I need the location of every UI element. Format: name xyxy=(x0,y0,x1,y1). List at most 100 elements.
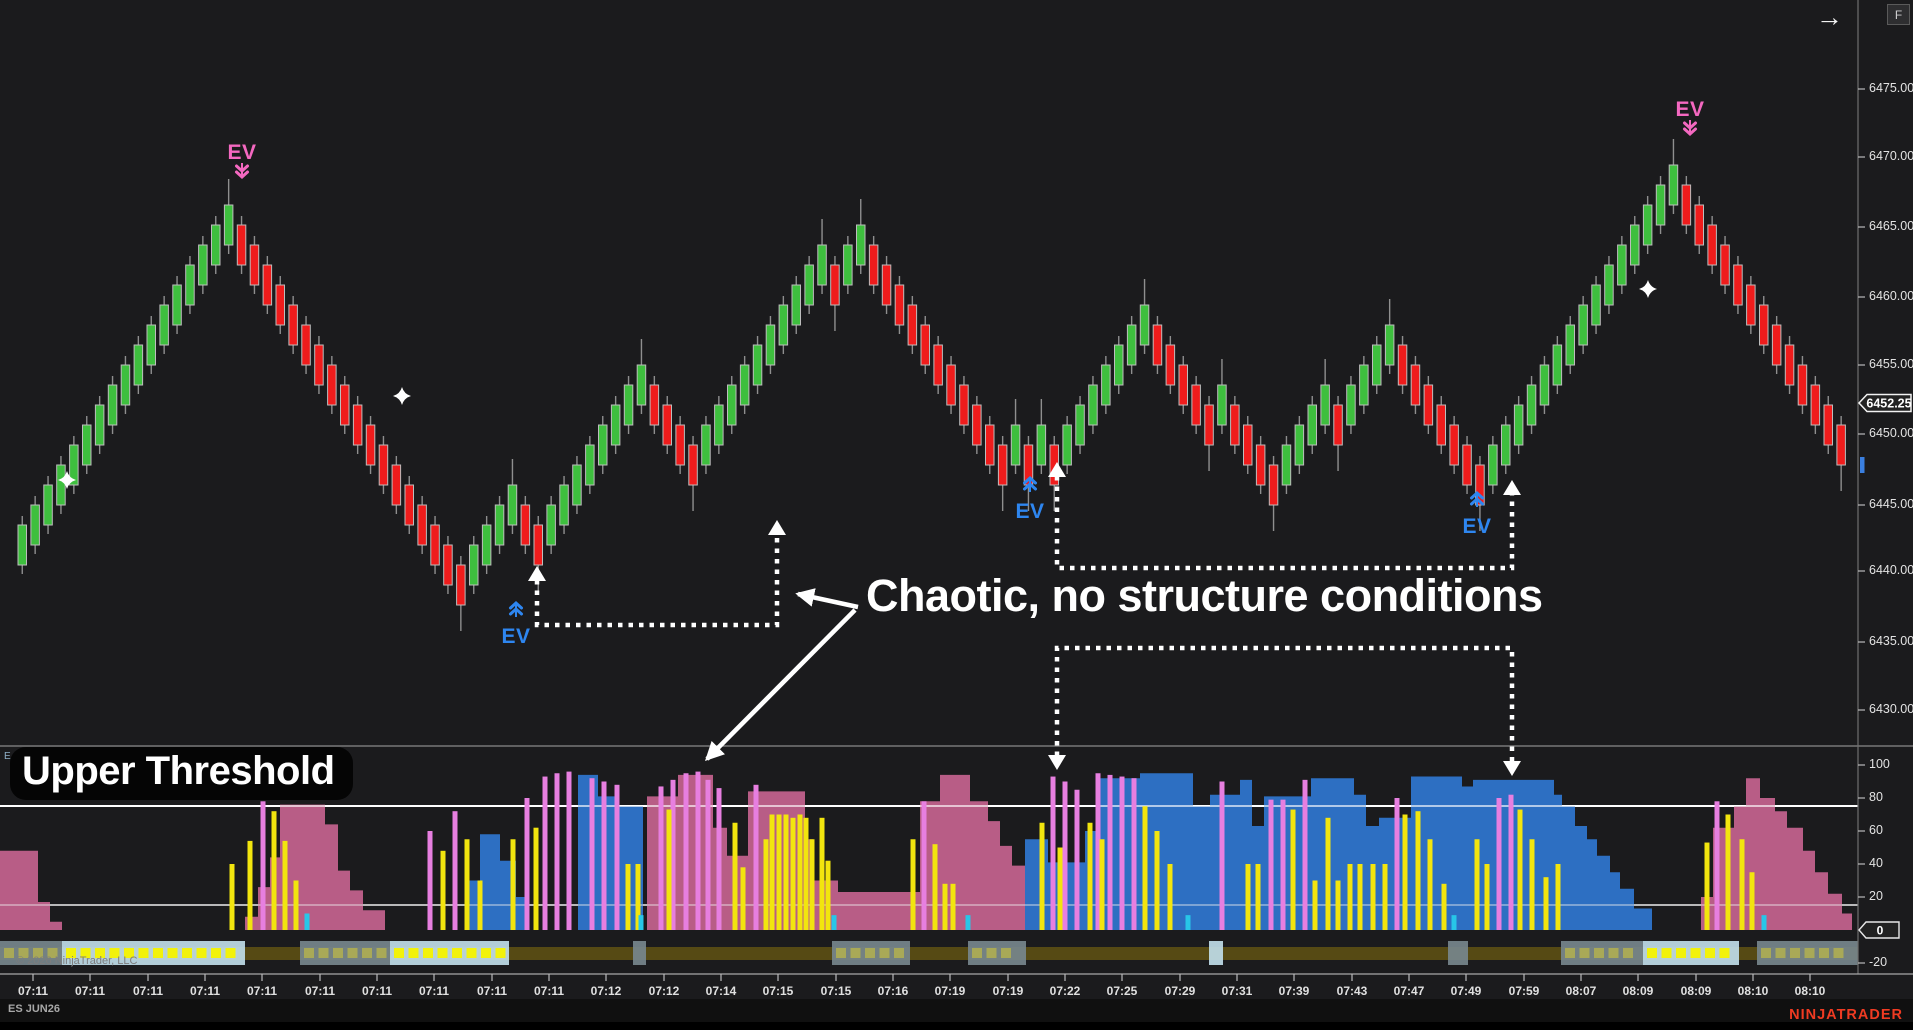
violet-bar xyxy=(1050,776,1056,930)
candle-up xyxy=(1010,424,1021,466)
candle-up xyxy=(636,364,647,406)
candle-down xyxy=(649,384,660,426)
indicator-panel-label: E xyxy=(4,751,11,762)
sparkle-icon xyxy=(58,471,76,489)
candle-down xyxy=(288,304,298,346)
ribbon-segment xyxy=(1209,941,1223,965)
candle-up xyxy=(56,464,66,506)
ribbon-square xyxy=(33,948,43,958)
price-axis-label: 6450.00 xyxy=(1869,426,1913,440)
indicator-axis-label: 80 xyxy=(1869,790,1883,804)
yellow-bar xyxy=(229,864,235,930)
ribbon-square xyxy=(318,948,329,958)
ribbon-square xyxy=(4,948,14,958)
ribbon-square xyxy=(495,948,506,958)
price-axis-label: 6470.00 xyxy=(1869,149,1913,163)
candle-down xyxy=(1191,384,1201,426)
scroll-to-latest-arrow-icon[interactable]: → xyxy=(1816,2,1843,32)
candle-down xyxy=(959,384,969,426)
candle-down xyxy=(1771,324,1782,366)
leader-arrow xyxy=(795,588,859,610)
ev-marker-label: EV xyxy=(1462,515,1492,538)
sparkle-icon xyxy=(1639,280,1657,298)
candle-up xyxy=(211,224,221,266)
yellow-bar xyxy=(803,817,809,930)
yellow-bar xyxy=(1529,839,1535,930)
yellow-bar xyxy=(790,817,796,930)
yellow-bar xyxy=(740,867,746,930)
axis-blue-mark xyxy=(1860,457,1865,473)
copyright-text: © 2026 NinjaTrader, LLC xyxy=(16,955,138,967)
yellow-bar xyxy=(1167,864,1173,930)
cyan-bar xyxy=(1451,915,1457,930)
ribbon-square xyxy=(1608,948,1619,958)
ribbon-square xyxy=(109,948,120,958)
candle-down xyxy=(662,404,672,446)
candle-down xyxy=(1268,464,1279,506)
ribbon-square xyxy=(1790,948,1800,958)
ribbon-square xyxy=(452,948,462,958)
candle-up xyxy=(17,524,27,566)
yellow-bar xyxy=(1245,864,1251,930)
candle-up xyxy=(1114,344,1124,386)
candle-up xyxy=(752,344,763,386)
ribbon-square xyxy=(850,948,861,958)
violet-bar xyxy=(1508,794,1514,930)
candle-down xyxy=(1449,424,1459,466)
candle-up xyxy=(1552,344,1563,386)
yellow-bar xyxy=(1290,809,1296,930)
blue-histogram-block xyxy=(578,774,643,930)
candle-up xyxy=(1617,244,1627,286)
yellow-bar xyxy=(477,880,483,930)
candle-down xyxy=(352,404,363,446)
indicator-axis-label: 100 xyxy=(1869,757,1890,771)
ribbon-square xyxy=(1833,948,1844,958)
time-axis-label: 07:39 xyxy=(1278,984,1310,998)
candle-down xyxy=(997,444,1008,486)
candle-down xyxy=(404,484,414,526)
yellow-bar xyxy=(1335,880,1341,930)
yellow-bar xyxy=(440,850,446,930)
candle-up xyxy=(494,504,505,546)
candle-up xyxy=(856,224,866,266)
candle-up xyxy=(804,264,814,306)
violet-bar xyxy=(1119,776,1125,930)
yellow-bar xyxy=(763,839,769,930)
candle-down xyxy=(1797,364,1808,406)
time-axis-label: 07:19 xyxy=(934,984,966,998)
candle-down xyxy=(830,264,840,306)
price-axis-label: 6465.00 xyxy=(1869,219,1913,233)
yellow-bar xyxy=(1142,806,1148,930)
indicator-zero-tag-text: 0 xyxy=(1877,924,1884,938)
time-axis-label: 07:15 xyxy=(820,984,852,998)
mauve-histogram-block xyxy=(245,804,385,930)
candle-down xyxy=(249,244,260,286)
price-axis-label: 6475.00 xyxy=(1869,81,1913,95)
candle-up xyxy=(159,304,169,346)
last-price-tag xyxy=(1857,393,1912,413)
candle-down xyxy=(1810,384,1821,426)
ribbon-square xyxy=(1001,948,1011,958)
ribbon-square xyxy=(408,948,419,958)
ev-marker-label: EV xyxy=(1675,98,1705,121)
ribbon-square xyxy=(333,948,343,958)
ribbon-square xyxy=(124,948,134,958)
yellow-bar xyxy=(1312,880,1318,930)
candle-up xyxy=(1320,384,1330,426)
candle-down xyxy=(378,444,389,486)
yellow-bar xyxy=(464,839,470,930)
yellow-bar xyxy=(271,811,277,930)
ninjatrader-logo: NINJATRADER xyxy=(1789,1007,1903,1023)
bracket-arrowhead-icon xyxy=(1503,480,1521,495)
candle-up xyxy=(30,504,40,546)
yellow-bar xyxy=(932,844,938,930)
ev-chevron-icon xyxy=(1470,496,1484,506)
f-button[interactable]: F xyxy=(1887,4,1910,25)
ribbon-square xyxy=(1819,948,1829,958)
violet-bar xyxy=(614,784,620,930)
candle-up xyxy=(507,484,518,526)
violet-bar xyxy=(427,831,433,930)
ribbon-square xyxy=(1705,948,1715,958)
